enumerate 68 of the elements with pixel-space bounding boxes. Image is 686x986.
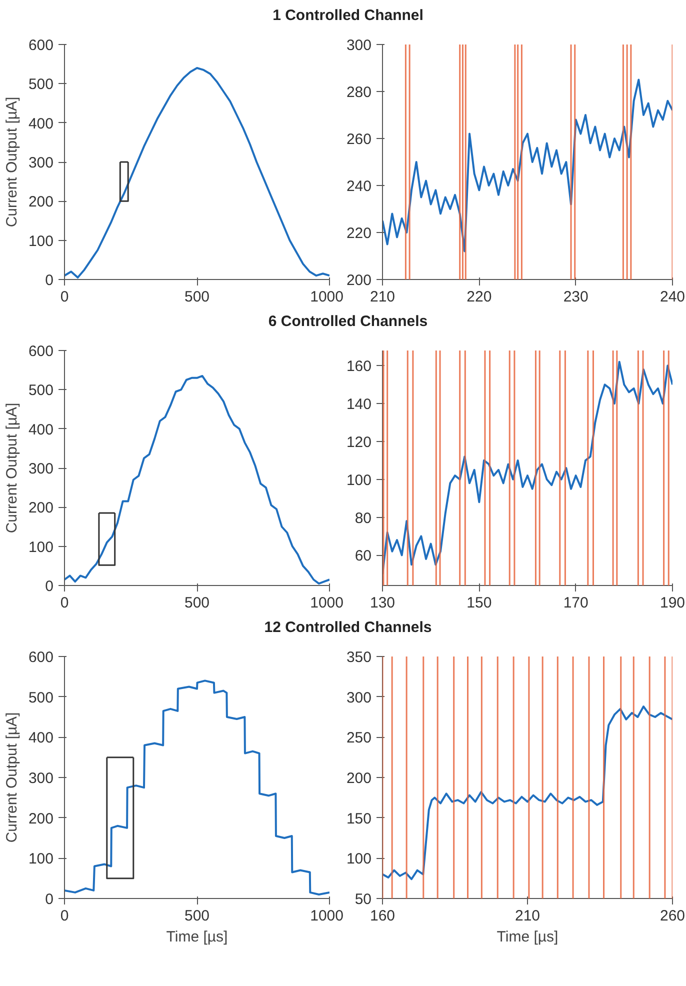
y-tick-label: 100 [346,472,372,489]
x-tick-label: 170 [563,594,588,612]
y-tick-label: 500 [28,689,54,706]
y-tick-label: 260 [346,131,372,148]
y-tick-label: 140 [346,396,372,414]
y-tick-label: 200 [28,194,54,211]
x-tick-label: 500 [184,908,210,924]
y-axis-title: Current Output [µA] [3,96,20,228]
y-tick-label: 250 [346,730,372,747]
y-tick-label: 100 [28,232,54,250]
y-tick-label: 280 [346,84,372,101]
x-tick-label: 500 [184,288,210,306]
x-tick-label: 0 [60,594,69,612]
y-tick-label: 0 [45,891,54,908]
y-tick-label: 150 [346,810,372,828]
y-tick-label: 200 [28,500,54,517]
chart-title: 6 Controlled Channels [268,312,428,332]
x-tick-label: 0 [60,908,69,924]
chart-title: 1 Controlled Channel [272,6,424,26]
x-tick-label: 160 [370,908,396,924]
y-axis-title: Current Output [µA] [3,712,20,843]
x-axis-title: Time [µs] [496,928,558,946]
y-tick-label: 200 [346,272,372,289]
chart-title: 12 Controlled Channels [264,618,432,638]
x-tick-label: 210 [370,288,396,306]
y-tick-label: 0 [45,272,54,289]
x-tick-label: 230 [563,288,588,306]
y-tick-label: 240 [346,178,372,195]
y-tick-label: 400 [28,421,54,438]
y-tick-label: 160 [346,358,372,376]
x-tick-label: 240 [660,288,686,306]
x-tick-label: 1000 [310,908,344,924]
y-tick-label: 100 [346,850,372,868]
x-tick-label: 500 [184,594,210,612]
y-tick-label: 0 [45,578,54,595]
x-tick-label: 260 [660,908,686,924]
y-axis-title: Current Output [µA] [3,402,20,534]
y-tick-label: 50 [354,891,372,908]
x-tick-label: 220 [466,288,492,306]
y-tick-label: 350 [346,649,372,666]
y-tick-label: 600 [28,343,54,360]
y-tick-label: 300 [28,460,54,478]
y-tick-label: 500 [28,76,54,94]
y-tick-label: 400 [28,115,54,132]
y-tick-label: 600 [28,649,54,666]
x-axis-title: Time [µs] [166,928,228,946]
x-tick-label: 190 [660,594,686,612]
y-tick-label: 200 [346,770,372,787]
x-tick-label: 150 [466,594,492,612]
y-tick-label: 80 [354,510,372,527]
y-tick-label: 600 [28,37,54,54]
y-tick-label: 120 [346,434,372,451]
y-tick-label: 400 [28,730,54,747]
y-tick-label: 300 [28,154,54,172]
x-tick-label: 1000 [310,594,344,612]
y-tick-label: 500 [28,382,54,400]
y-tick-label: 300 [28,770,54,787]
y-tick-label: 100 [28,538,54,556]
y-tick-label: 60 [354,548,372,565]
y-tick-label: 300 [346,37,372,54]
x-tick-label: 0 [60,288,69,306]
y-tick-label: 100 [28,850,54,868]
x-tick-label: 210 [514,908,540,924]
y-tick-label: 300 [346,689,372,706]
x-tick-label: 1000 [310,288,344,306]
y-tick-label: 220 [346,225,372,242]
x-tick-label: 130 [370,594,396,612]
y-tick-label: 200 [28,810,54,828]
